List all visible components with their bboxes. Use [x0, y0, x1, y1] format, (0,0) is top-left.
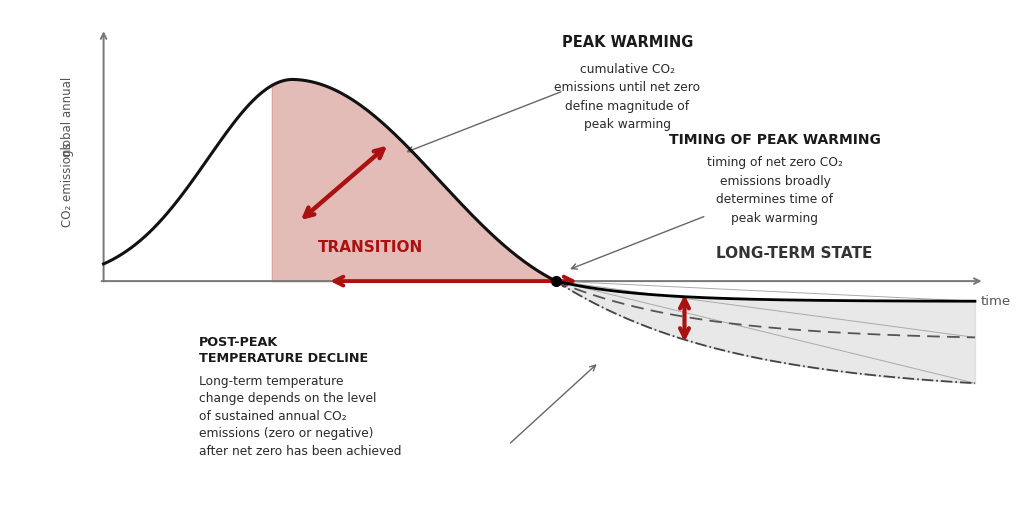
Text: cumulative CO₂
emissions until net zero
define magnitude of
peak warming: cumulative CO₂ emissions until net zero … — [554, 63, 700, 131]
Text: LONG-TERM STATE: LONG-TERM STATE — [716, 245, 872, 261]
Text: TRANSITION: TRANSITION — [317, 239, 423, 254]
Text: timing of net zero CO₂
emissions broadly
determines time of
peak warming: timing of net zero CO₂ emissions broadly… — [707, 156, 843, 225]
Text: TIMING OF PEAK WARMING: TIMING OF PEAK WARMING — [669, 133, 881, 147]
Text: global annual: global annual — [60, 77, 74, 158]
Text: Long-term temperature
change depends on the level
of sustained annual CO₂
emissi: Long-term temperature change depends on … — [199, 375, 401, 458]
Text: POST-PEAK
TEMPERATURE DECLINE: POST-PEAK TEMPERATURE DECLINE — [199, 336, 368, 365]
Text: PEAK WARMING: PEAK WARMING — [562, 35, 693, 49]
Text: time: time — [981, 295, 1011, 308]
Text: CO₂ emissions: CO₂ emissions — [60, 142, 74, 227]
